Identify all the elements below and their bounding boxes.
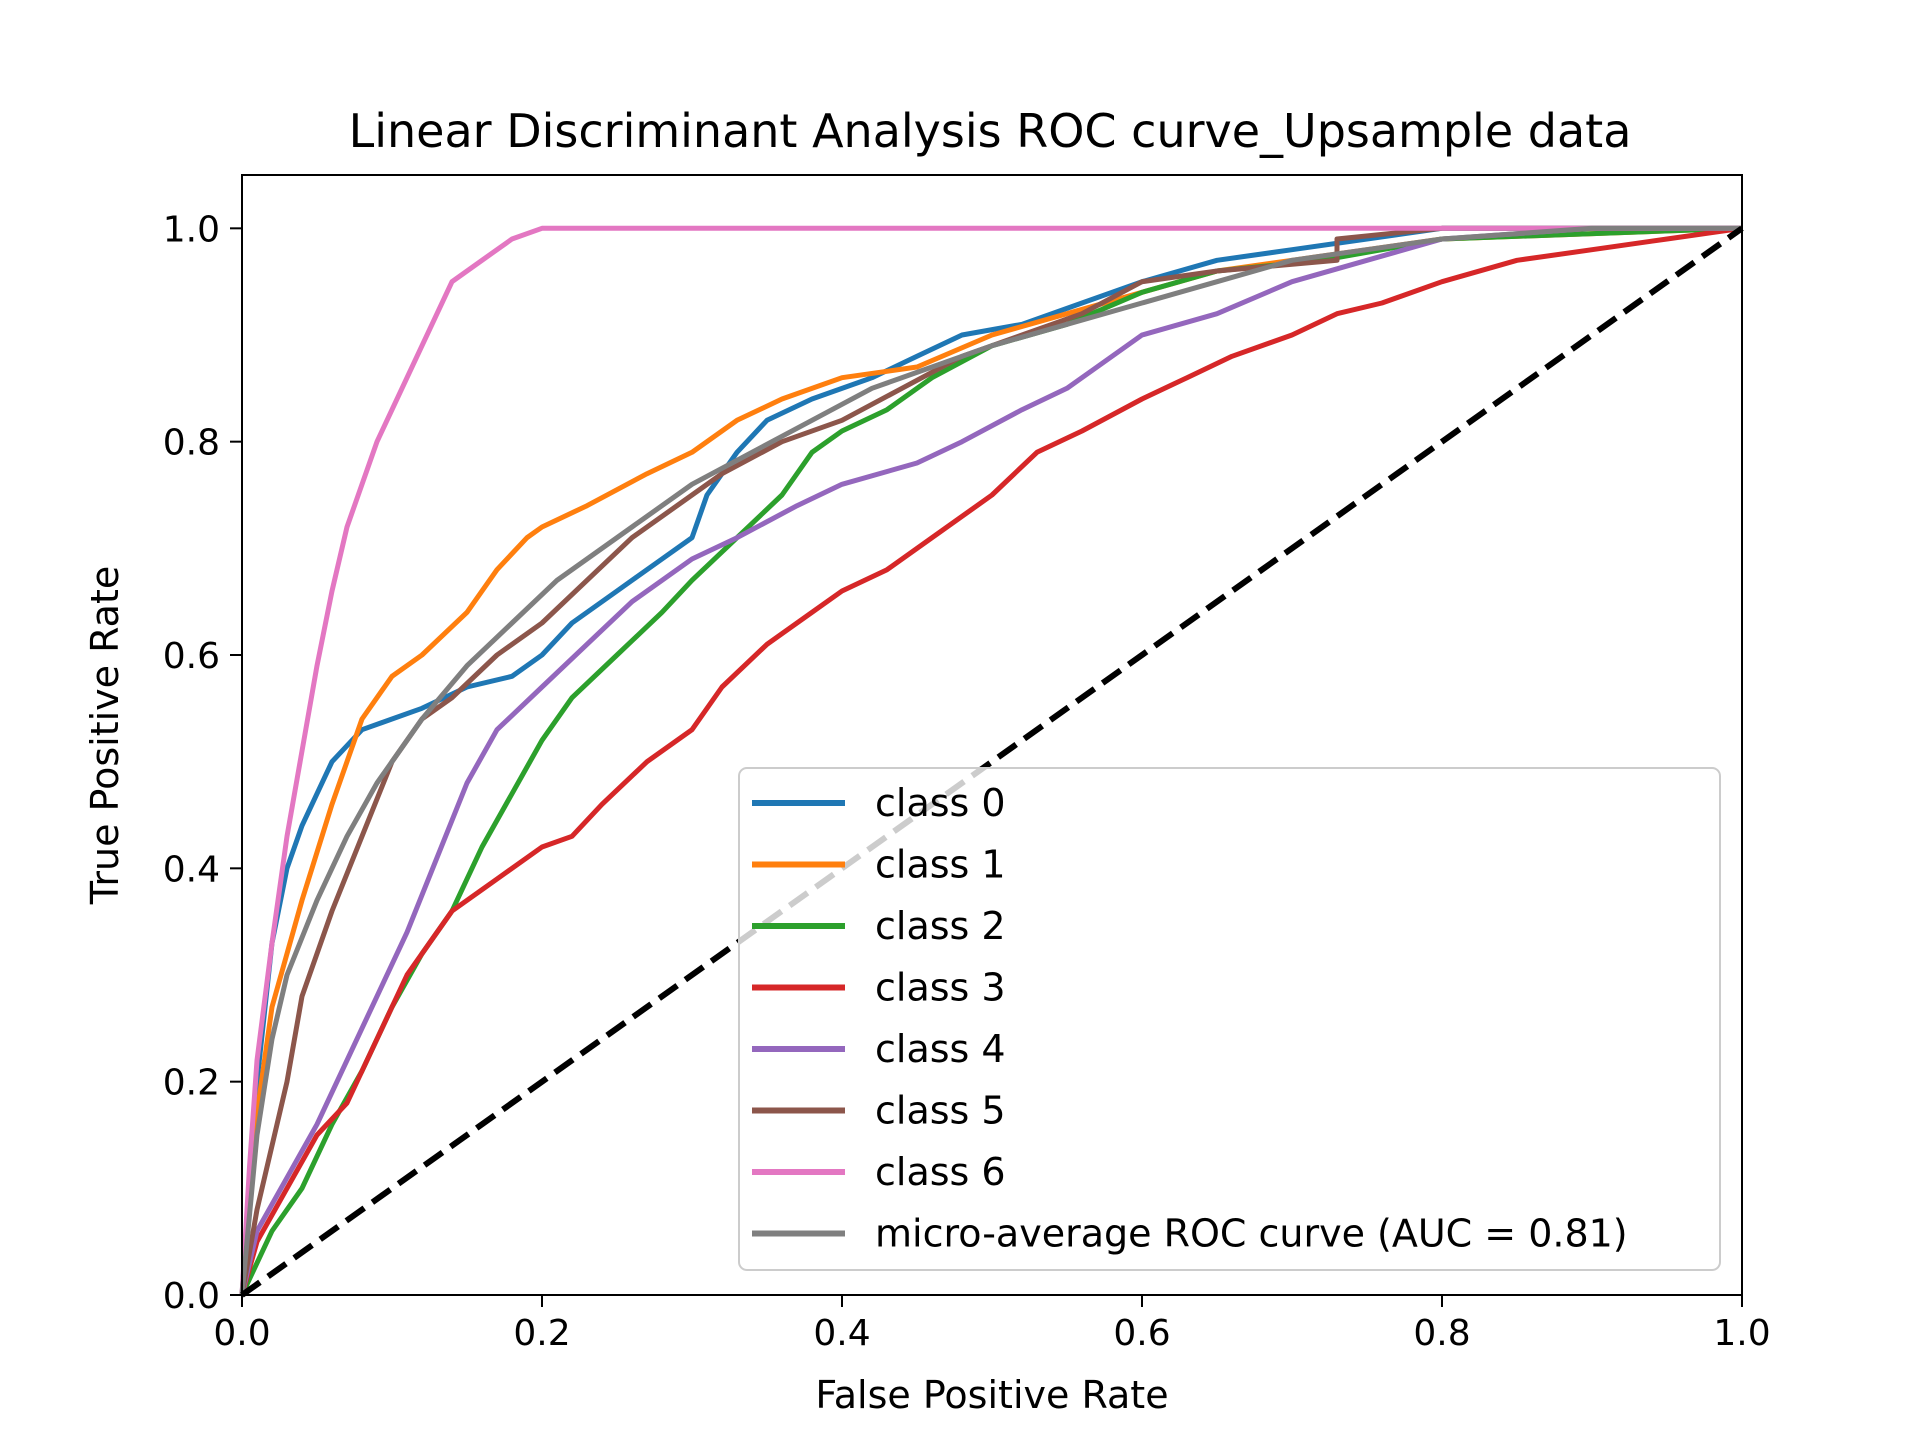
x-tick-label: 0.8 [1413, 1313, 1470, 1354]
reference-layer [240, 225, 1744, 1298]
x-tick-label: 1.0 [1713, 1313, 1770, 1354]
x-axis-label: False Positive Rate [815, 1373, 1168, 1417]
y-tick-label: 0.8 [163, 423, 220, 464]
x-tick-label: 0.4 [813, 1313, 870, 1354]
legend-label-class-4: class 4 [875, 1027, 1006, 1071]
x-tick-label: 0.0 [213, 1313, 270, 1354]
y-tick-label: 0.4 [163, 849, 220, 890]
diagonal-reference-line [240, 225, 1744, 1298]
legend-label-class-2: class 2 [875, 904, 1006, 948]
legend-label-class-6: class 6 [875, 1150, 1006, 1194]
series-line-micro-average-roc-curve-auc-0-81 [239, 225, 1742, 1296]
y-axis: 0.0 0.2 0.4 0.6 0.8 1.0 [163, 209, 242, 1317]
y-axis-label: True Positive Rate [83, 566, 127, 906]
plot-area [239, 174, 1744, 1298]
legend-entries: class 0 class 1 class 2 class 3 class 4 class… [752, 781, 1628, 1256]
legend: class 0 class 1 class 2 class 3 class 4 class… [738, 767, 1721, 1271]
legend-label-micro-average-roc-curve-auc-0-81: micro-average ROC curve (AUC = 0.81) [875, 1212, 1628, 1256]
legend-label-class-5: class 5 [875, 1089, 1006, 1133]
y-tick-label: 1.0 [163, 209, 220, 250]
chart-title: Linear Discriminant Analysis ROC curve_U… [349, 104, 1632, 158]
legend-label-class-1: class 1 [875, 843, 1006, 887]
y-tick-label: 0.0 [163, 1276, 220, 1317]
y-tick-label: 0.6 [163, 636, 220, 677]
plot-frame [241, 174, 1743, 1296]
series-line-class-5 [239, 225, 1742, 1296]
series-line-class-3 [239, 225, 1743, 1296]
x-axis: 0.0 0.2 0.4 0.6 0.8 1.0 [213, 1295, 1771, 1354]
series-line-class-6 [239, 225, 1742, 1296]
y-tick-label: 0.2 [163, 1063, 220, 1104]
curves-layer [239, 225, 1743, 1297]
legend-box [738, 767, 1721, 1271]
x-tick-label: 0.6 [1113, 1313, 1170, 1354]
series-line-class-4 [239, 225, 1742, 1296]
legend-label-class-3: class 3 [875, 966, 1006, 1010]
x-tick-label: 0.2 [513, 1313, 570, 1354]
legend-label-class-0: class 0 [875, 781, 1006, 825]
